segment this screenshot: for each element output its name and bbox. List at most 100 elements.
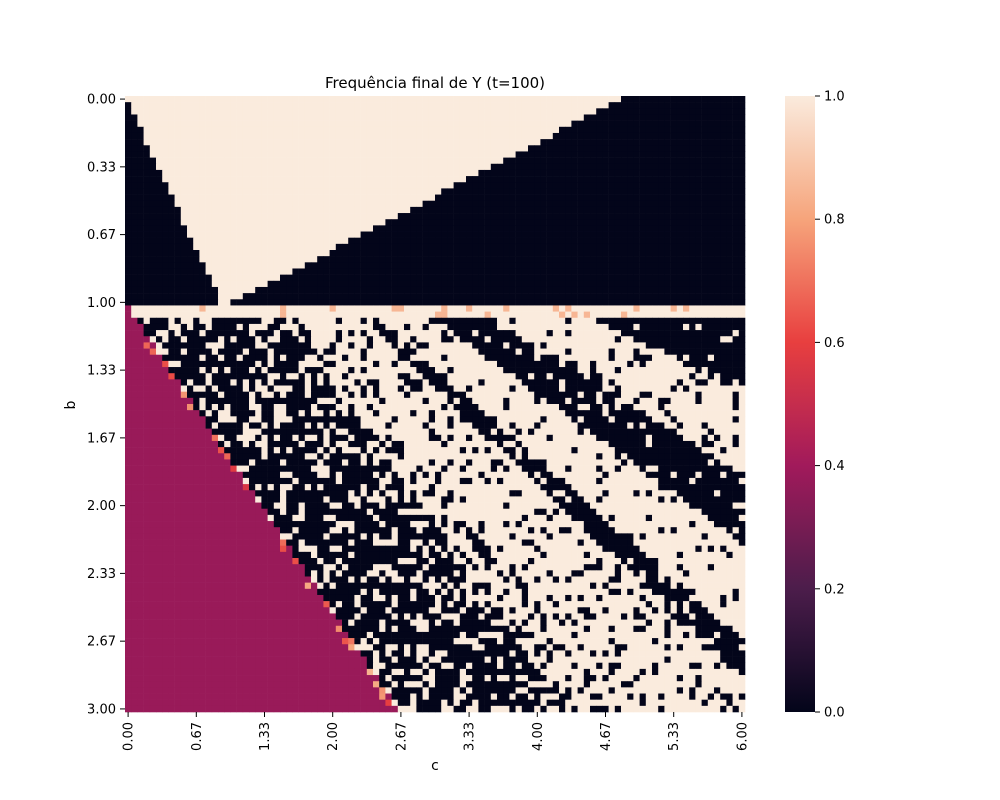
heatmap-cell xyxy=(298,219,306,226)
heatmap-cell xyxy=(404,96,411,103)
heatmap-cell xyxy=(218,286,225,294)
heatmap-cell xyxy=(211,213,219,220)
heatmap-cell xyxy=(497,102,504,109)
heatmap-cell xyxy=(397,323,405,331)
heatmap-cell xyxy=(149,176,157,183)
heatmap-cell xyxy=(342,391,349,399)
heatmap-cell xyxy=(255,268,262,275)
heatmap-cell xyxy=(459,243,467,251)
heatmap-cell xyxy=(174,108,182,115)
heatmap-cell xyxy=(205,126,213,134)
heatmap-cell xyxy=(156,176,163,183)
heatmap-cell xyxy=(577,305,585,312)
heatmap-cell xyxy=(156,139,163,146)
heatmap-cell xyxy=(397,219,405,226)
heatmap-cell xyxy=(242,286,250,294)
heatmap-cell xyxy=(156,342,163,349)
heatmap-cell xyxy=(614,250,622,257)
heatmap-cell xyxy=(143,385,151,392)
heatmap-cell xyxy=(670,280,678,288)
heatmap-cell xyxy=(701,225,709,232)
heatmap-cell xyxy=(193,311,200,319)
heatmap-cell xyxy=(701,367,709,374)
heatmap-cell xyxy=(218,243,225,251)
heatmap-cell xyxy=(404,132,411,140)
heatmap-cell xyxy=(168,219,175,226)
heatmap-cell xyxy=(652,188,659,195)
heatmap-cell xyxy=(180,348,188,356)
heatmap-cell xyxy=(360,336,368,343)
heatmap-cell xyxy=(348,182,355,189)
heatmap-cell xyxy=(701,250,709,257)
heatmap-cell xyxy=(187,311,194,319)
heatmap-cell xyxy=(379,96,386,103)
heatmap-cell xyxy=(292,379,299,386)
heatmap-cell xyxy=(484,219,492,226)
heatmap-cell xyxy=(490,348,498,356)
heatmap-cell xyxy=(664,323,671,331)
heatmap-cell xyxy=(131,163,138,171)
heatmap-cell xyxy=(484,397,492,405)
heatmap-cell xyxy=(143,280,151,288)
heatmap-cell xyxy=(224,360,231,368)
heatmap-cell xyxy=(639,194,647,202)
heatmap-cell xyxy=(645,108,653,115)
heatmap-cell xyxy=(441,317,448,325)
heatmap-cell xyxy=(732,250,740,257)
heatmap-cell xyxy=(187,250,194,257)
heatmap-cell xyxy=(726,385,733,392)
heatmap-cell xyxy=(292,206,299,214)
heatmap-cell xyxy=(230,379,237,386)
heatmap-cell xyxy=(205,311,213,319)
heatmap-cell xyxy=(466,237,473,245)
heatmap-cell xyxy=(652,151,659,158)
heatmap-cell xyxy=(509,139,516,146)
heatmap-cell xyxy=(311,145,318,152)
heatmap-cell xyxy=(552,126,560,134)
heatmap-cell xyxy=(156,237,163,245)
heatmap-cell xyxy=(583,96,591,103)
heatmap-cell xyxy=(664,213,671,220)
heatmap-cell xyxy=(627,348,634,356)
heatmap-cell xyxy=(410,237,417,245)
heatmap-cell xyxy=(199,397,206,405)
heatmap-cell xyxy=(484,342,492,349)
heatmap-cell xyxy=(273,391,281,399)
heatmap-cell xyxy=(571,114,578,121)
heatmap-cell xyxy=(658,108,665,115)
heatmap-cell xyxy=(484,151,492,158)
heatmap-cell xyxy=(435,274,442,282)
heatmap-cell xyxy=(422,120,430,128)
heatmap-cell xyxy=(292,348,299,356)
heatmap-cell xyxy=(720,385,727,392)
heatmap-cell xyxy=(590,293,597,300)
heatmap-cell xyxy=(602,317,609,325)
heatmap-cell xyxy=(199,317,206,325)
heatmap-cell xyxy=(602,96,609,103)
heatmap-cell xyxy=(236,120,244,128)
heatmap-cell xyxy=(670,311,678,319)
heatmap-cell xyxy=(255,231,262,238)
heatmap-cell xyxy=(521,268,529,275)
heatmap-cell xyxy=(298,169,306,177)
heatmap-cell xyxy=(366,169,374,177)
heatmap-cell xyxy=(633,268,640,275)
heatmap-cell xyxy=(683,354,690,362)
heatmap-cell xyxy=(422,336,430,343)
heatmap-cell xyxy=(385,391,392,399)
heatmap-cell xyxy=(304,379,312,386)
heatmap-cell xyxy=(608,163,616,171)
heatmap-cell xyxy=(608,250,616,257)
heatmap-cell xyxy=(701,176,709,183)
heatmap-cell xyxy=(689,379,696,386)
heatmap-cell xyxy=(342,219,349,226)
heatmap-cell xyxy=(658,206,665,214)
heatmap-cell xyxy=(571,176,578,183)
heatmap-cell xyxy=(515,176,523,183)
heatmap-cell xyxy=(391,336,399,343)
heatmap-cell xyxy=(621,169,628,177)
heatmap-cell xyxy=(379,317,386,325)
heatmap-cell xyxy=(360,342,368,349)
heatmap-cell xyxy=(435,182,442,189)
heatmap-cell xyxy=(218,126,225,134)
